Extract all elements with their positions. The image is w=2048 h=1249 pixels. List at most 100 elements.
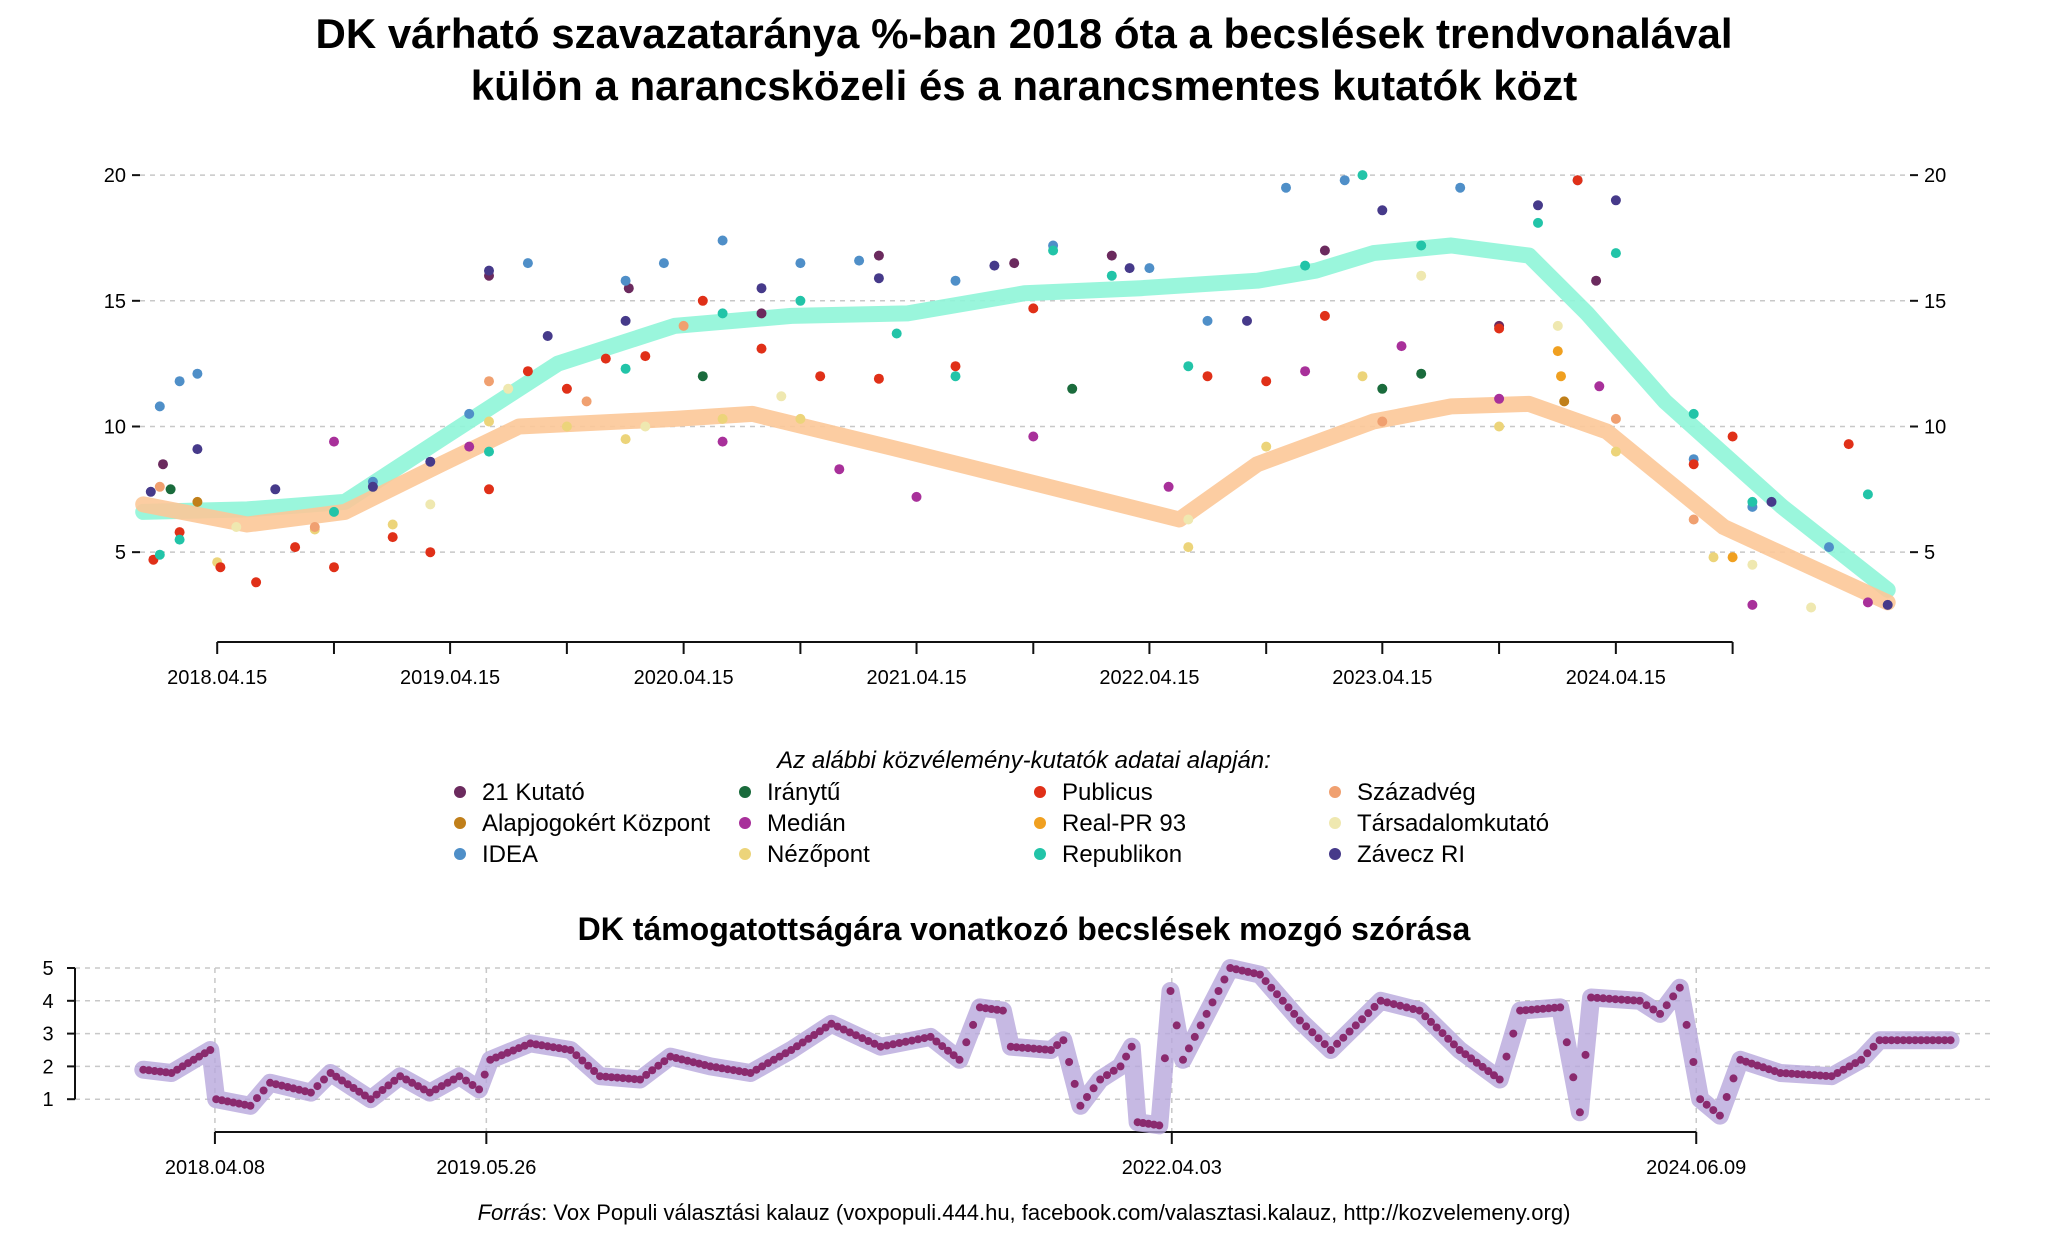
source-text: : Vox Populi választási kalauz (voxpopul…	[541, 1200, 1570, 1225]
stddev-point	[1562, 1038, 1571, 1047]
point-sz-zadv-g	[154, 481, 165, 492]
y-tick-label-left: 10	[104, 416, 126, 438]
stddev-point	[1696, 1095, 1705, 1104]
stddev-point	[1383, 998, 1392, 1007]
point-sz-zadv-g	[678, 320, 689, 331]
stddev-point	[938, 1042, 947, 1051]
stddev-point	[1581, 1050, 1590, 1059]
point-republikon	[1416, 240, 1427, 251]
stddev-point	[1103, 1071, 1111, 1080]
stddev-point	[455, 1072, 464, 1081]
point-ir-nyt-	[1416, 368, 1427, 379]
stddev-point	[1833, 1069, 1842, 1077]
stddev-point	[1155, 1121, 1164, 1130]
legend-marker	[1329, 817, 1341, 829]
stddev-point	[1940, 1036, 1949, 1045]
point-idea	[1281, 182, 1291, 193]
legend: 21 Kutató Alapjogokért Központ IDEA Iránytű…	[454, 779, 1549, 868]
stddev-point	[1575, 1108, 1584, 1117]
point-n-z-pont	[1357, 371, 1368, 382]
stddev-point	[206, 1046, 215, 1054]
point-n-z-pont	[1261, 441, 1272, 452]
y-tick-label-right: 20	[1924, 165, 1946, 187]
point-idea	[795, 258, 806, 269]
stddev-point	[1461, 1050, 1470, 1059]
stddev-point	[313, 1082, 322, 1091]
point-z-vecz-ri	[1610, 195, 1621, 206]
stddev-point	[419, 1085, 428, 1094]
stddev-point	[566, 1046, 575, 1054]
stddev-point	[1358, 1015, 1367, 1024]
stddev-point	[1863, 1049, 1872, 1058]
point-n-z-pont	[795, 413, 806, 424]
stddev-point	[1642, 1001, 1651, 1010]
legend-marker	[739, 786, 751, 798]
stddev-point	[1599, 994, 1608, 1003]
stddev-point	[895, 1039, 904, 1047]
point-medi-n	[464, 441, 475, 452]
stddev-point	[889, 1040, 898, 1049]
legend-item-label: Nézőpont	[767, 841, 870, 868]
stddev-point	[864, 1037, 873, 1045]
legend-item-label: Medián	[767, 810, 846, 837]
stddev-point	[821, 1023, 830, 1032]
point-publicus	[329, 562, 339, 573]
stddev-point	[1776, 1069, 1785, 1077]
stddev-point	[1656, 1009, 1665, 1018]
stddev-point	[349, 1084, 358, 1092]
stddev-point	[810, 1031, 819, 1039]
stddev-point	[1166, 987, 1175, 995]
point-republikon	[1183, 361, 1194, 372]
stddev-point	[1729, 1074, 1738, 1083]
legend-marker	[1329, 786, 1341, 798]
sub-x-tick-label: 2024.06.09	[1646, 1157, 1746, 1179]
stddev-point	[944, 1046, 952, 1055]
stddev-point	[378, 1086, 387, 1094]
point-republikon	[620, 363, 631, 374]
point-publicus	[174, 527, 185, 538]
stddev-point	[1623, 996, 1632, 1004]
point-publicus	[1028, 303, 1039, 314]
sub-y-tick-label: 4	[42, 991, 53, 1013]
x-tick-label: 2023.04.15	[1332, 667, 1432, 689]
stddev-point	[746, 1069, 755, 1077]
stddev-point	[630, 1075, 639, 1084]
stddev-point	[1202, 1009, 1211, 1018]
stddev-point	[839, 1025, 848, 1034]
point-medi-n	[911, 491, 922, 502]
point-idea	[1144, 263, 1155, 274]
point-ir-nyt-	[1067, 383, 1078, 394]
sub-x-tick-label: 2019.05.26	[436, 1157, 536, 1179]
stddev-point	[907, 1036, 916, 1045]
point-publicus	[600, 353, 611, 364]
stddev-point	[764, 1059, 772, 1068]
stddev-point	[1035, 1045, 1044, 1054]
point-republikon	[329, 506, 339, 517]
stddev-point	[462, 1076, 470, 1085]
legend-item-label: Társadalomkutató	[1357, 810, 1549, 837]
point-alapjogok-rt-k-zpont	[1559, 396, 1570, 407]
point-n-z-pont	[717, 413, 728, 424]
stddev-point	[1611, 995, 1620, 1004]
point-z-vecz-ri	[1377, 205, 1388, 216]
legend-marker	[1034, 786, 1046, 798]
point-publicus	[561, 383, 572, 394]
stddev-point	[804, 1034, 813, 1043]
stddev-point	[437, 1082, 446, 1091]
stddev-point	[1396, 1001, 1405, 1010]
point-ir-nyt-	[165, 484, 176, 495]
point-t-rsadalomkutat-	[425, 499, 436, 510]
stddev-point	[326, 1069, 335, 1077]
stddev-point	[660, 1057, 669, 1066]
point-t-rsadalomkutat-	[776, 391, 787, 402]
trend-line-1	[135, 237, 1896, 598]
legend-item-label: Századvég	[1357, 779, 1476, 806]
stddev-point	[1917, 1036, 1925, 1045]
point-republikon	[1610, 248, 1621, 259]
stddev-point	[798, 1038, 807, 1047]
point-sz-zadv-g	[1688, 514, 1699, 525]
stddev-point	[775, 1052, 784, 1061]
stddev-point	[1116, 1062, 1125, 1071]
stddev-point	[1190, 1032, 1199, 1041]
stddev-point	[1041, 1045, 1050, 1054]
